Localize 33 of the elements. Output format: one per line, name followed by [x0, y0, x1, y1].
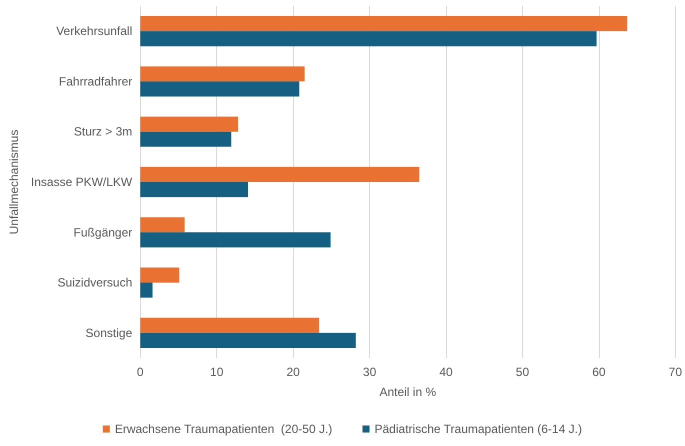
x-tick-label: 30	[362, 365, 377, 379]
bar	[140, 116, 238, 132]
y-tick-label: Sonstige	[86, 326, 133, 340]
bar	[140, 232, 331, 248]
y-tick-label: Sturz > 3m	[74, 124, 132, 139]
bar	[140, 81, 300, 97]
y-tick-label: Insasse PKW/LKW	[30, 175, 133, 189]
x-tick-label: 40	[439, 365, 454, 379]
y-tick-label: Fahrradfahrer	[58, 74, 132, 88]
legend-label: Pädiatrische Traumapatienten (6-14 J.)	[374, 422, 582, 436]
bar	[140, 132, 232, 147]
x-tick-label: 10	[210, 365, 224, 379]
x-tick-label: 20	[286, 365, 300, 379]
y-tick-label: Fußgänger	[74, 225, 132, 240]
bar	[140, 166, 420, 182]
x-tick-label: 60	[592, 365, 606, 379]
x-tick-label: 70	[668, 365, 682, 379]
x-axis-title: Anteil in %	[379, 385, 436, 399]
bar	[140, 267, 180, 283]
y-tick-label: Suizidversuch	[58, 276, 132, 290]
bar	[140, 182, 248, 198]
bar	[140, 31, 597, 46]
bar	[140, 318, 320, 333]
x-tick-label: 0	[136, 365, 144, 379]
bar	[140, 16, 628, 32]
x-tick-label: 50	[516, 365, 530, 379]
y-axis-title: Unfallmechanismus	[7, 130, 21, 234]
y-tick-label: Verkehrsunfall	[56, 24, 132, 38]
legend-label: Erwachsene Traumapatienten (20-50 J.)	[114, 422, 332, 436]
bar	[140, 282, 152, 298]
bar	[140, 217, 185, 232]
bar	[140, 66, 305, 82]
bar	[140, 332, 356, 348]
